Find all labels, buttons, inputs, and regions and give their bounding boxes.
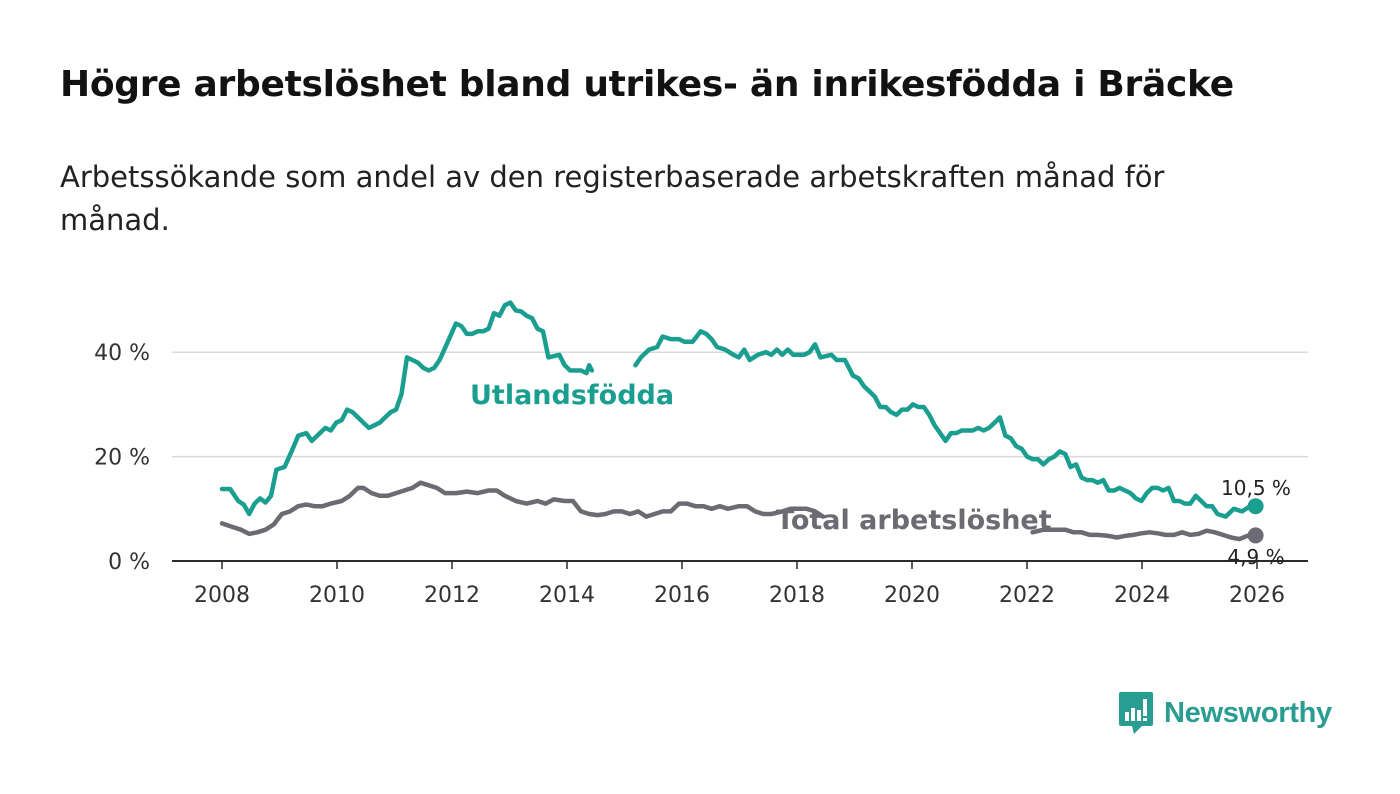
x-axis-labels: 2008 2010 2012 2014 2016 2018 2020 2022 2024 2026 xyxy=(194,583,1285,608)
x-tick-label: 2024 xyxy=(1114,583,1170,608)
series-line-total xyxy=(1030,527,1258,542)
newsworthy-logo: Newsworthy xyxy=(1118,690,1332,736)
series-label-utlandsfodda: Utlandsfödda xyxy=(470,380,674,411)
newsworthy-logo-icon xyxy=(1119,692,1153,734)
grid-lines xyxy=(172,351,1308,458)
series-line-total xyxy=(219,480,826,537)
chart-subtitle: Arbetssökande som andel av den registerb… xyxy=(60,160,1165,237)
end-point-total xyxy=(1247,527,1264,544)
end-point-utlandsfodda xyxy=(1247,498,1264,515)
x-tick-label: 2008 xyxy=(194,583,250,608)
series-labels: Utlandsfödda Total arbetslöshet 10,5 % 4… xyxy=(470,380,1291,569)
x-axis xyxy=(172,560,1308,569)
series-lines xyxy=(219,300,1264,544)
series-label-total: Total arbetslöshet xyxy=(776,505,1052,536)
newsworthy-logo-text: Newsworthy xyxy=(1164,696,1332,729)
y-axis-labels: 0 % 20 % 40 % xyxy=(94,341,150,575)
x-tick-label: 2018 xyxy=(769,583,825,608)
end-label-total: 4,9 % xyxy=(1227,545,1284,569)
y-tick-label: 40 % xyxy=(94,341,150,366)
y-tick-label: 0 % xyxy=(108,550,150,575)
y-tick-label: 20 % xyxy=(94,446,150,471)
x-tick-label: 2022 xyxy=(999,583,1055,608)
x-tick-label: 2020 xyxy=(884,583,940,608)
series-line-utlandsfodda xyxy=(633,329,1258,519)
x-tick-label: 2016 xyxy=(654,583,710,608)
end-label-utlandsfodda: 10,5 % xyxy=(1221,476,1291,500)
x-tick-label: 2010 xyxy=(309,583,365,608)
chart-title: Högre arbetslöshet bland utrikes- än inr… xyxy=(60,64,1234,105)
x-tick-label: 2012 xyxy=(424,583,480,608)
series-line-utlandsfodda xyxy=(219,300,595,517)
x-tick-label: 2026 xyxy=(1229,583,1285,608)
x-tick-label: 2014 xyxy=(539,583,595,608)
